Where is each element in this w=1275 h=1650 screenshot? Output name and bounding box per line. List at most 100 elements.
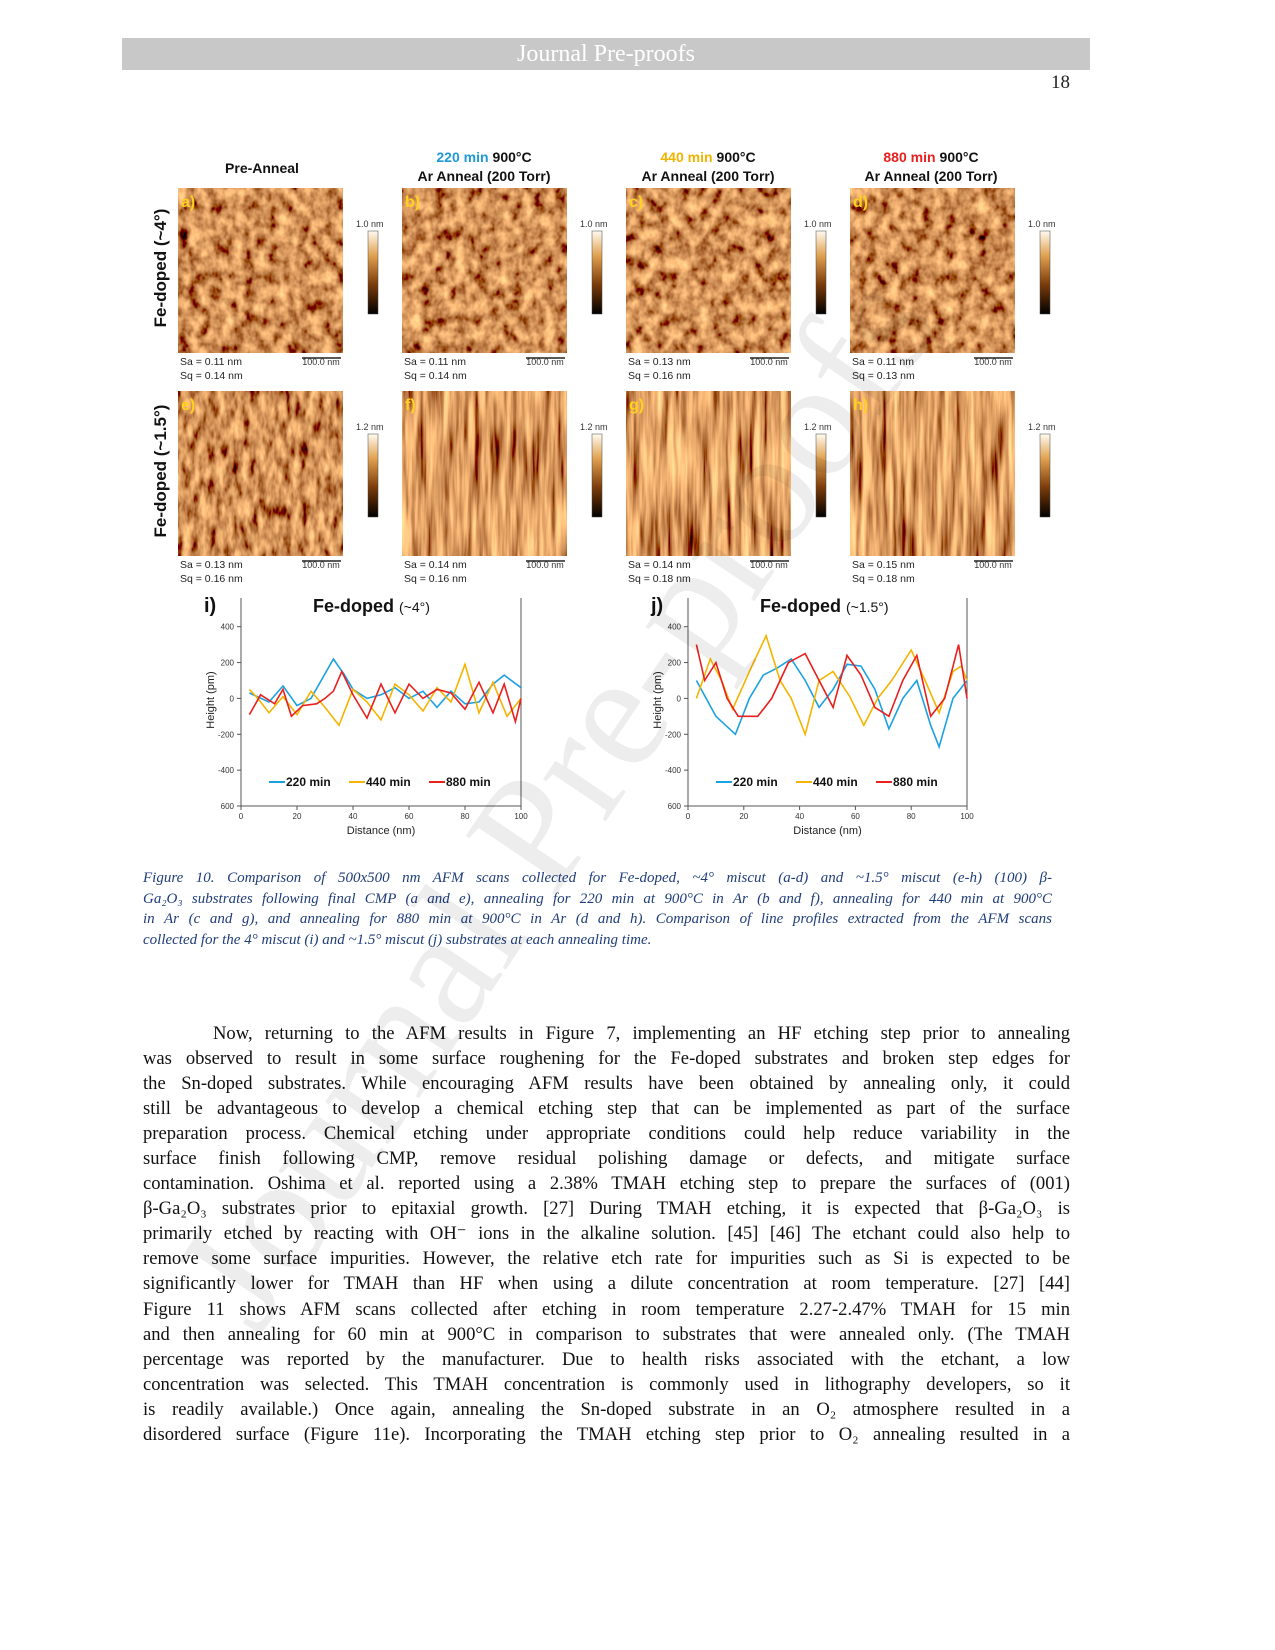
profile-line bbox=[695, 644, 968, 719]
column-title: 440 min 900°C bbox=[660, 149, 755, 165]
axis-frame bbox=[687, 598, 968, 807]
profile-line bbox=[695, 633, 968, 737]
scale-bar-label: 100.0 nm bbox=[526, 357, 564, 367]
body-line: Now, returning to the AFM results in Fig… bbox=[213, 1023, 1070, 1044]
colorbar bbox=[367, 230, 379, 315]
y-axis-label: Height (pm) bbox=[652, 671, 664, 728]
page-number: 18 bbox=[1051, 72, 1070, 93]
roughness-sa: Sa = 0.11 nm bbox=[852, 356, 914, 368]
afm-image bbox=[850, 391, 1015, 556]
scale-bar-label: 100.0 nm bbox=[302, 560, 340, 570]
x-axis-label: Distance (nm) bbox=[793, 825, 861, 837]
roughness-sq: Sq = 0.14 nm bbox=[180, 370, 243, 382]
anneal-temp: 900°C bbox=[493, 149, 532, 165]
body-line: still be advantageous to develop a chemi… bbox=[143, 1098, 1070, 1120]
colorbar bbox=[591, 230, 603, 315]
afm-image bbox=[178, 188, 343, 353]
y-tick-label: 0 bbox=[230, 694, 235, 703]
roughness-sa: Sa = 0.13 nm bbox=[628, 356, 691, 368]
roughness-sa: Sa = 0.13 nm bbox=[180, 559, 243, 571]
y-tick-label: -400 bbox=[665, 766, 682, 775]
axis-frame bbox=[240, 598, 522, 807]
column-title: Pre-Anneal bbox=[225, 160, 299, 176]
anneal-temp: 900°C bbox=[717, 149, 756, 165]
figure: Pre-Anneal 220 min 900°C Ar Anneal (200 Tor… bbox=[151, 149, 1056, 837]
row-label: Fe-doped (~1.5°) bbox=[151, 405, 170, 538]
roughness-sa: Sa = 0.15 nm bbox=[852, 559, 915, 571]
body-line: significantly lower for TMAH than HF whe… bbox=[143, 1273, 1070, 1295]
y-tick-label: 400 bbox=[221, 623, 235, 632]
legend-label: 220 min bbox=[286, 775, 331, 789]
x-tick-label: 100 bbox=[960, 812, 974, 821]
colorbar-max: 1.0 nm bbox=[356, 219, 384, 229]
body-line: was observed to result in some surface r… bbox=[143, 1048, 1070, 1070]
colorbar bbox=[367, 433, 379, 518]
legend-label: 220 min bbox=[733, 775, 778, 789]
body-text: Now, returning to the AFM results in Fig… bbox=[143, 1021, 1070, 1447]
roughness-sq: Sq = 0.13 nm bbox=[852, 370, 915, 382]
caption-line: in Ar (c and g), and annealing for 880 m… bbox=[143, 911, 1052, 927]
scale-bar-label: 100.0 nm bbox=[750, 560, 788, 570]
x-tick-label: 40 bbox=[349, 812, 358, 821]
panel-letter: d) bbox=[853, 194, 868, 211]
x-axis-label: Distance (nm) bbox=[347, 825, 415, 837]
caption-line: collected for the 4° miscut (i) and ~1.5… bbox=[143, 931, 652, 948]
chart-subtitle: (~1.5°) bbox=[846, 599, 889, 615]
anneal-gas: Ar Anneal (200 Torr) bbox=[864, 168, 997, 184]
y-tick-label: -200 bbox=[218, 730, 235, 739]
anneal-time: 440 min bbox=[660, 149, 712, 165]
anneal-gas: Ar Anneal (200 Torr) bbox=[417, 168, 550, 184]
y-tick-label: 200 bbox=[668, 659, 682, 668]
y-axis-label: Height (pm) bbox=[205, 671, 217, 728]
x-tick-label: 20 bbox=[739, 812, 748, 821]
body-line: β-Ga₂O₃ substrates prior to epitaxial gr… bbox=[143, 1198, 1070, 1220]
x-tick-label: 0 bbox=[686, 812, 691, 821]
scale-bar-label: 100.0 nm bbox=[302, 357, 340, 367]
colorbar bbox=[815, 433, 827, 518]
chart-subtitle: (~4°) bbox=[399, 599, 430, 615]
y-tick-label: 600 bbox=[668, 802, 682, 811]
caption-line: Figure 10. Comparison of 500x500 nm AFM … bbox=[143, 870, 1052, 886]
panel-letter: b) bbox=[405, 194, 420, 211]
journal-header: Journal Pre-proofs bbox=[122, 38, 1090, 70]
legend-label: 440 min bbox=[366, 775, 411, 789]
x-tick-label: 20 bbox=[293, 812, 302, 821]
body-line: percentage was reported by the manufactu… bbox=[143, 1348, 1070, 1370]
afm-image bbox=[402, 391, 567, 556]
column-title: 880 min 900°C bbox=[883, 149, 978, 165]
colorbar bbox=[1039, 433, 1051, 518]
anneal-time: 880 min bbox=[883, 149, 935, 165]
body-line: primarily etched by reacting with OH⁻ io… bbox=[143, 1223, 1070, 1245]
panel-letter: i) bbox=[204, 595, 216, 617]
afm-image bbox=[626, 391, 791, 556]
afm-image bbox=[626, 188, 791, 353]
legend-label: 440 min bbox=[813, 775, 858, 789]
profile-line bbox=[695, 657, 968, 750]
body-line: Figure 11 shows AFM scans collected afte… bbox=[143, 1298, 1070, 1320]
body-line: disordered surface (Figure 11e). Incorpo… bbox=[143, 1423, 1070, 1445]
body-line: is readily available.) Once again, annea… bbox=[143, 1398, 1070, 1420]
body-line: surface finish following CMP, remove res… bbox=[143, 1148, 1070, 1170]
roughness-sa: Sa = 0.11 nm bbox=[180, 356, 242, 368]
afm-image bbox=[850, 188, 1015, 353]
x-tick-label: 60 bbox=[851, 812, 860, 821]
y-tick-label: -200 bbox=[665, 730, 682, 739]
afm-image bbox=[178, 391, 343, 556]
anneal-temp: 900°C bbox=[940, 149, 979, 165]
roughness-sa: Sa = 0.14 nm bbox=[404, 559, 467, 571]
legend-label: 880 min bbox=[893, 775, 938, 789]
chart-title-main: Fe-doped bbox=[760, 596, 841, 616]
panel-letter: f) bbox=[405, 397, 416, 414]
y-tick-label: -400 bbox=[218, 766, 235, 775]
chart-title-main: Fe-doped bbox=[313, 596, 394, 616]
figure-caption: Figure 10. Comparison of 500x500 nm AFM … bbox=[143, 868, 1052, 950]
panel-letter: h) bbox=[853, 397, 868, 414]
x-tick-label: 80 bbox=[907, 812, 916, 821]
panel-letter: j) bbox=[650, 595, 663, 617]
colorbar-max: 1.0 nm bbox=[1028, 219, 1056, 229]
colorbar-max: 1.2 nm bbox=[356, 422, 384, 432]
x-tick-label: 80 bbox=[461, 812, 470, 821]
y-tick-label: 200 bbox=[221, 659, 235, 668]
afm-image bbox=[402, 188, 567, 353]
